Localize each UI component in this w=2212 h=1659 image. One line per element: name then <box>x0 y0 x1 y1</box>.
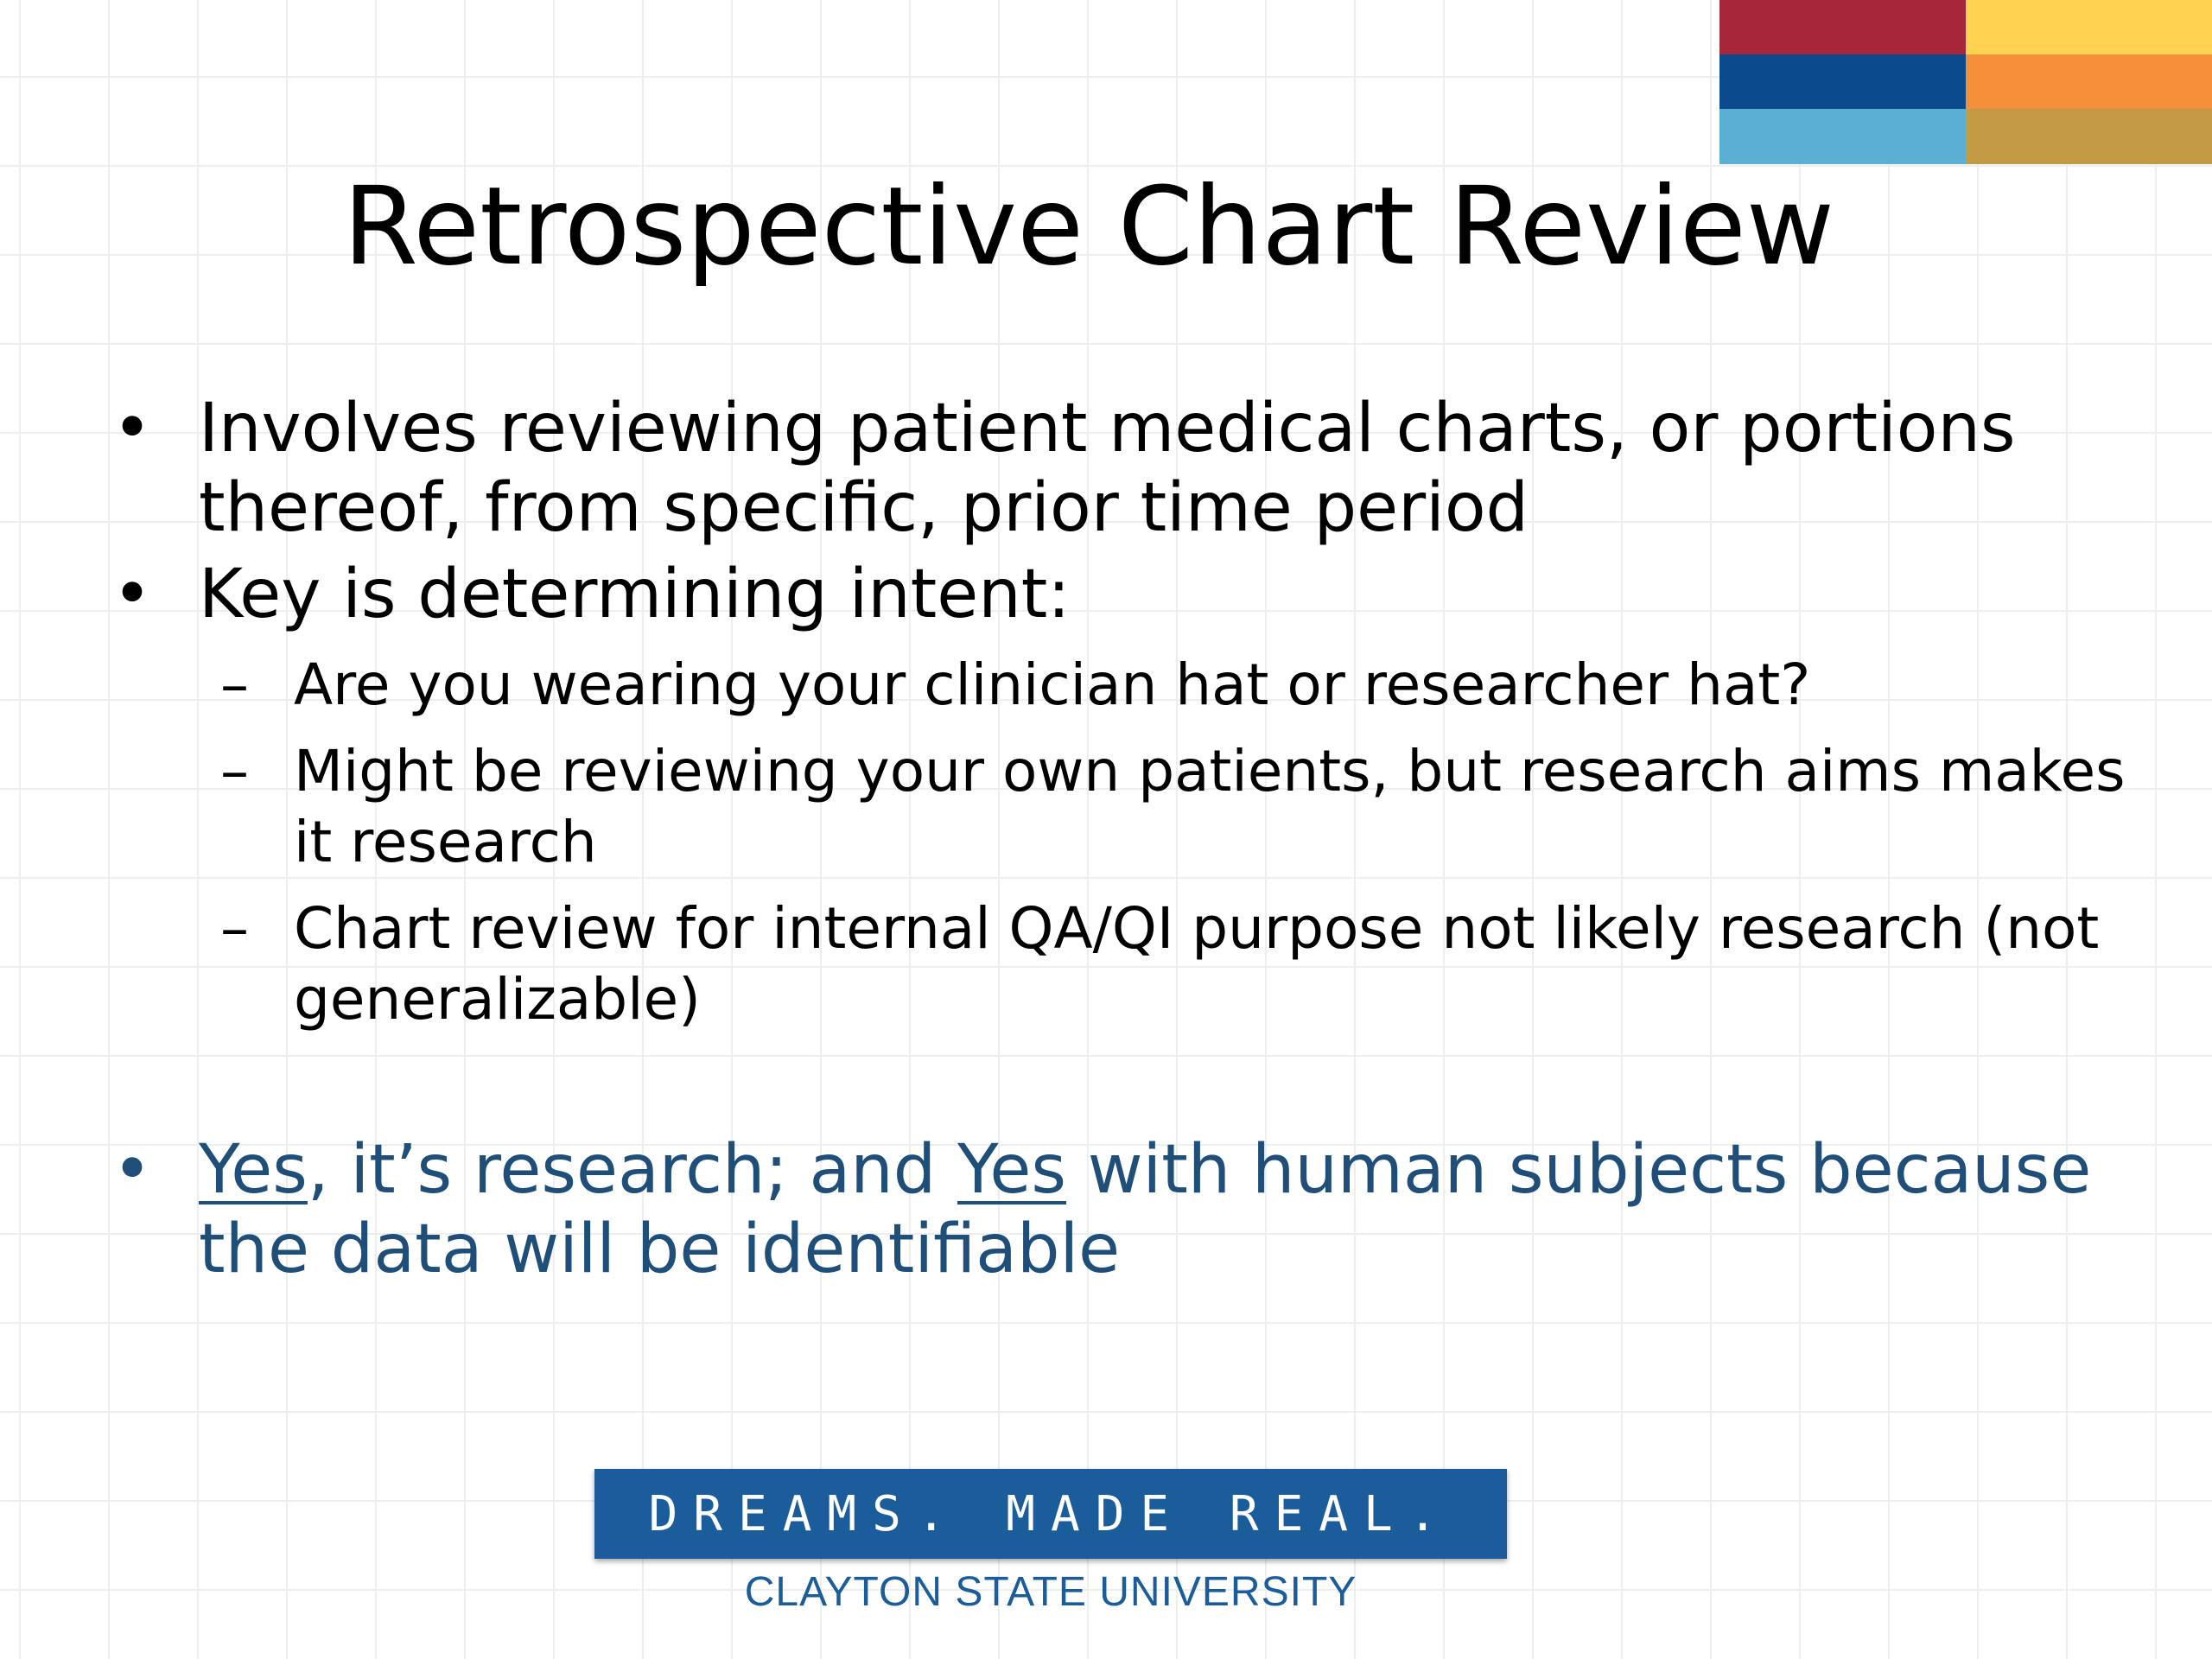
yellow-block <box>1966 0 2212 54</box>
sub-bullet-dash: – <box>220 738 249 804</box>
sub-bullet-item: – Might be reviewing your own patients, … <box>112 736 2126 878</box>
bullet-dot: • <box>112 556 153 633</box>
bullet-dot: • <box>112 390 153 467</box>
dark-blue-block <box>1719 54 1966 109</box>
slide-title: Retrospective Chart Review <box>343 164 1834 289</box>
sub-bullet-text: Are you wearing your clinician hat or re… <box>294 652 1811 718</box>
conclusion-text: with human subjects because the data wil… <box>199 1131 2092 1288</box>
bullet-text: Key is determining intent: <box>199 556 1071 633</box>
sub-bullet-item: – Are you wearing your clinician hat or … <box>112 650 2126 721</box>
sub-bullet-text: Chart review for internal QA/QI purpose … <box>294 895 2100 1033</box>
red-block <box>1719 0 1966 54</box>
bullet-dot: • <box>112 1131 153 1209</box>
bullet-text: Involves reviewing patient medical chart… <box>199 390 2016 547</box>
sub-bullet-dash: – <box>220 895 249 962</box>
bullet-item: • Key is determining intent: <box>112 555 2126 634</box>
yes-underlined: Yes <box>957 1131 1066 1209</box>
slogan-banner: DREAMS. MADE REAL. <box>594 1469 1507 1559</box>
slide-content: • Involves reviewing patient medical cha… <box>112 389 2126 1289</box>
conclusion-text: , it’s research; and <box>307 1131 958 1209</box>
conclusion-bullet: • Yes, it’s research; and Yes with human… <box>112 1130 2126 1289</box>
sub-bullet-item: – Chart review for internal QA/QI purpos… <box>112 893 2126 1035</box>
bullet-item: • Involves reviewing patient medical cha… <box>112 389 2126 548</box>
yes-underlined: Yes <box>199 1131 308 1209</box>
sub-bullet-dash: – <box>220 652 249 718</box>
decorative-color-blocks <box>1719 0 2212 164</box>
gold-block <box>1966 109 2212 164</box>
light-blue-block <box>1719 109 1966 164</box>
orange-block <box>1966 54 2212 109</box>
university-name: CLAYTON STATE UNIVERSITY <box>744 1569 1357 1615</box>
slogan-text: DREAMS. MADE REAL. <box>648 1485 1453 1542</box>
sub-bullet-text: Might be reviewing your own patients, bu… <box>294 738 2126 875</box>
